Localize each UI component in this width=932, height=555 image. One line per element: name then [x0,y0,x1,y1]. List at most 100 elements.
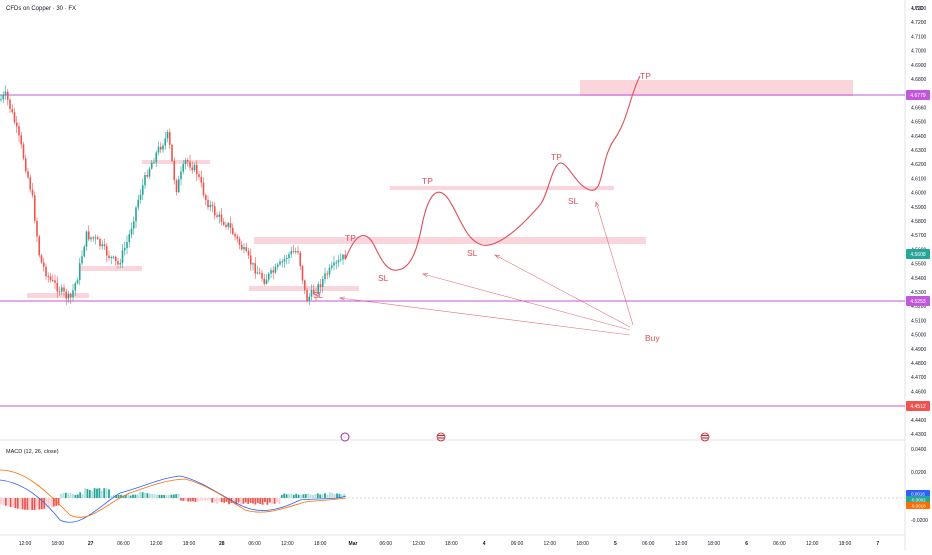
macd-histogram-bar [283,493,286,498]
trade-plan-drawing[interactable]: TP TP TP TP SL SL SL SL Buy [313,71,660,343]
macd-histogram-bar [302,494,305,498]
candle-body [24,158,27,172]
price-tick-label: 4.4600 [911,389,927,395]
macd-histogram-bar [192,498,194,502]
candle-body [135,207,137,222]
time-tick-label: 18:00 [314,541,327,547]
candle-body [47,276,50,278]
svg-text:·: · [344,435,346,441]
candle-body [238,238,241,245]
macd-histogram-bar [343,493,346,498]
price-tick-label: 4.5900 [911,205,927,211]
macd-histogram-bar [278,498,281,505]
price-zone[interactable] [390,186,614,190]
macd-histogram-bar [172,494,175,498]
trade-path-line[interactable] [345,75,641,271]
time-tick-label: 12:00 [19,541,32,547]
macd-histogram-bar [326,494,329,498]
macd-histogram-bar [292,494,295,498]
macd-histogram-bar [288,493,290,498]
macd-histogram-bar [225,498,228,503]
candle-body [128,234,131,243]
macd-histogram-bar [120,494,122,498]
price-zone[interactable] [142,160,210,164]
macd-histogram-bar [312,494,314,498]
candle-body [81,256,83,264]
candle-body [94,237,97,239]
macd-histogram-bar [276,498,278,503]
candle-body [312,290,315,295]
candle-body [20,135,23,145]
macd-histogram-bar [9,498,12,508]
macd-histogram-bar [333,493,336,498]
macd-histogram-bar [216,498,218,504]
macd-histogram-bar [100,490,103,498]
candle-body [69,294,72,298]
price-zone[interactable] [580,80,853,96]
candle-body [236,236,239,239]
candle-body [117,260,119,265]
time-axis[interactable]: 12:00 18:00 27 06:00 12:00 18:00 28 06:00 12:00 1… [19,541,880,547]
annotation-sl: SL [568,196,579,206]
annotation-sl: SL [378,273,389,283]
macd-histogram-bar [242,498,245,504]
candle-body [306,290,308,302]
candle-body [297,251,299,253]
macd-histogram-bar [182,498,185,501]
annotation-tp: TP [422,176,433,186]
macd-histogram-bar [328,492,331,498]
candle-body [191,167,194,171]
us-flag-icon[interactable] [436,432,446,442]
last-price-label: 4.5608 [910,252,926,258]
candle-body [342,254,344,260]
candle-body [119,263,122,265]
price-zone[interactable] [254,237,646,244]
us-flag-icon[interactable] [700,432,710,442]
macd-histogram-bar [144,492,146,498]
price-zone[interactable] [80,266,142,271]
macd-histogram-bar [158,494,161,498]
macd-histogram-bar [170,494,173,498]
candle-body [65,291,68,299]
time-tick-label: 4 [483,541,486,547]
candle-body [166,132,169,139]
candle-body [267,273,270,280]
macd-histogram-bar [321,494,324,498]
candle-body [72,290,74,298]
candle-body [303,280,306,291]
macd-histogram-bar [199,498,202,501]
macd-histogram-bar [105,488,108,498]
time-tick-label: 6 [745,541,748,547]
macd-histogram-bar [38,498,41,510]
level-price-label: 4.4512 [910,404,926,410]
horizontal-levels[interactable]: 4.6779 4.5253 4.4512 4.5608 [0,90,930,411]
candle-body [141,185,144,195]
macd-histogram-bar [62,492,65,498]
time-tick-label: 12:00 [412,541,425,547]
candle-body [159,146,162,150]
time-tick-label: 12:00 [675,541,688,547]
time-tick-label: 06:00 [511,541,524,547]
time-tick-label: 18:00 [52,541,65,547]
macd-histogram-bar [108,489,110,498]
candle-body [333,262,335,266]
price-tick-label: 4.7100 [911,34,927,40]
event-marker[interactable]: · [340,432,350,442]
price-axis[interactable]: 4.7300 4.7200 4.7100 4.7000 4.6900 4.6800 4.67… [911,6,927,438]
macd-histogram-bar [146,493,149,498]
price-zone[interactable] [27,293,89,298]
macd-line [0,475,347,523]
macd-title: MACD (12, 26, close) [6,449,59,455]
candle-body [195,164,198,175]
candle-body [256,272,259,274]
candle-body [54,280,56,283]
macd-pane[interactable]: 0.04000.02000.0000-0.02000.0016-0.0002-0… [0,447,930,524]
macd-histogram-bar [168,494,170,498]
price-tick-label: 4.5800 [911,219,927,225]
candle-body [150,162,153,169]
candle-body [99,238,101,247]
time-tick-label: 18:00 [445,541,458,547]
candle-body [189,161,191,168]
macd-value-label: -0.0018 [910,504,926,509]
